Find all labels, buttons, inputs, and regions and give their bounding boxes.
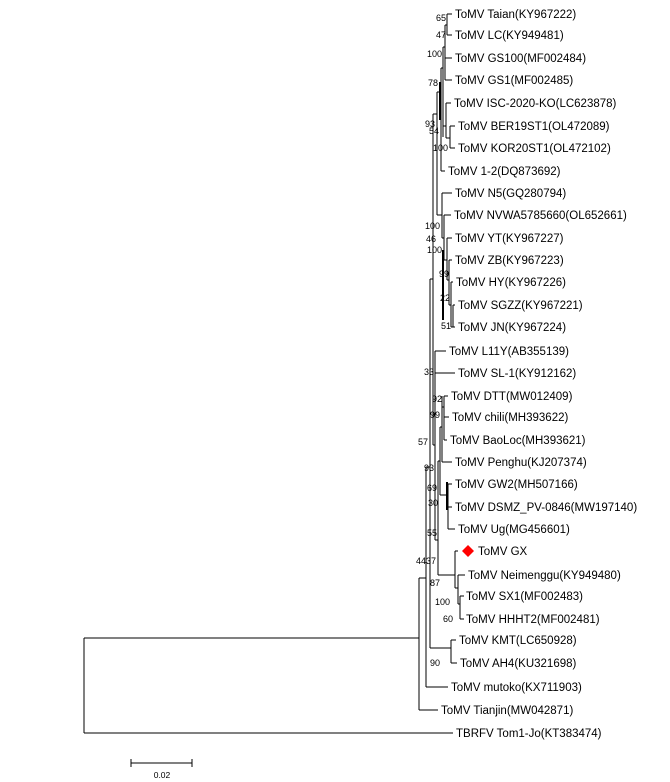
leaf-label: ToMV NVWA5785660(OL652661) [454,210,627,222]
bootstrap-value: 99 [430,410,440,420]
bootstrap-value: 69 [427,483,437,493]
leaf-label: ToMV GX [478,546,528,558]
bootstrap-value: 93 [425,119,435,129]
scale-bar-line [130,759,193,767]
bootstrap-value: 93 [424,463,434,473]
leaf-label: ToMV GS100(MF002484) [455,53,586,65]
bootstrap-value: 100 [427,245,442,255]
leaf-label: ToMV BaoLoc(MH393621) [450,435,586,447]
bootstrap-value: 87 [430,578,440,588]
bootstrap-value: 65 [436,13,446,23]
bootstrap-value: 33 [424,367,434,377]
leaf-label: ToMV AH4(KU321698) [460,658,577,670]
bootstrap-value: 44 [416,556,426,566]
leaf-label: ToMV 1-2(DQ873692) [448,166,561,178]
leaf-label: ToMV chili(MH393622) [452,412,568,424]
leaf-labels: ToMV Taian(KY967222) ToMV LC(KY949481) T… [441,9,637,740]
tree-branches [83,13,465,734]
leaf-label: ToMV mutoko(KX711903) [451,682,582,694]
bootstrap-value: 22 [440,293,450,303]
scale-bar-label: 0.02 [154,770,171,780]
leaf-label: ToMV L11Y(AB355139) [449,346,569,358]
leaf-label: ToMV SL-1(KY912162) [458,368,576,380]
bootstrap-value: 100 [433,143,448,153]
bootstrap-value: 100 [435,597,450,607]
leaf-label: ToMV KMT(LC650928) [459,635,577,647]
bootstrap-value: 100 [425,221,440,231]
leaf-label: ToMV DTT(MW012409) [451,391,573,403]
bootstrap-value: 54 [429,126,439,136]
leaf-label: ToMV GW2(MH507166) [455,479,578,491]
leaf-label: ToMV SX1(MF002483) [466,591,583,603]
bootstrap-value: 92 [432,394,442,404]
bootstrap-value: 57 [418,437,428,447]
bootstrap-value: 55 [427,528,437,538]
leaf-label: ToMV YT(KY967227) [455,233,564,245]
bootstrap-value: 78 [428,78,438,88]
leaf-label: ToMV Taian(KY967222) [455,9,576,21]
bootstrap-value: 47 [436,30,446,40]
leaf-label: ToMV Tianjin(MW042871) [441,705,573,717]
bootstrap-value: 90 [430,658,440,668]
leaf-label: ToMV GS1(MF002485) [455,75,573,87]
leaf-label: ToMV HHHT2(MF002481) [466,614,600,626]
scale-bar: 0.02 [130,759,193,780]
leaf-label: ToMV KOR20ST1(OL472102) [458,143,611,155]
leaf-label: ToMV N5(GQ280794) [455,188,566,200]
bootstrap-value: 51 [441,321,451,331]
leaf-label: ToMV JN(KY967224) [458,322,566,334]
leaf-label: ToMV ISC-2020-KO(LC623878) [454,98,617,110]
bootstrap-value: 99 [439,269,449,279]
leaf-label: TBRFV Tom1-Jo(KT383474) [456,728,602,740]
leaf-label: ToMV Neimenggu(KY949480) [468,570,621,582]
bootstrap-labels: 65 47 100 78 93 54 100 100 46 100 99 22 … [416,13,453,668]
bootstrap-value: 37 [426,556,436,566]
bootstrap-value: 46 [426,234,436,244]
leaf-label: ToMV HY(KY967226) [456,277,566,289]
leaf-label: ToMV LC(KY949481) [455,30,564,42]
leaf-label: ToMV ZB(KY967223) [455,255,564,267]
leaf-label: ToMV BER19ST1(OL472089) [458,121,610,133]
bootstrap-value: 100 [427,49,442,59]
short-internal-branches [439,82,448,510]
bootstrap-value: 60 [443,614,453,624]
leaf-label: ToMV SGZZ(KY967221) [458,300,583,312]
leaf-label: ToMV Penghu(KJ207374) [455,457,587,469]
red-diamond-marker [462,545,474,557]
bootstrap-value: 30 [428,498,438,508]
leaf-label: ToMV Ug(MG456601) [458,524,570,536]
leaf-label: ToMV DSMZ_PV-0846(MW197140) [455,502,637,514]
